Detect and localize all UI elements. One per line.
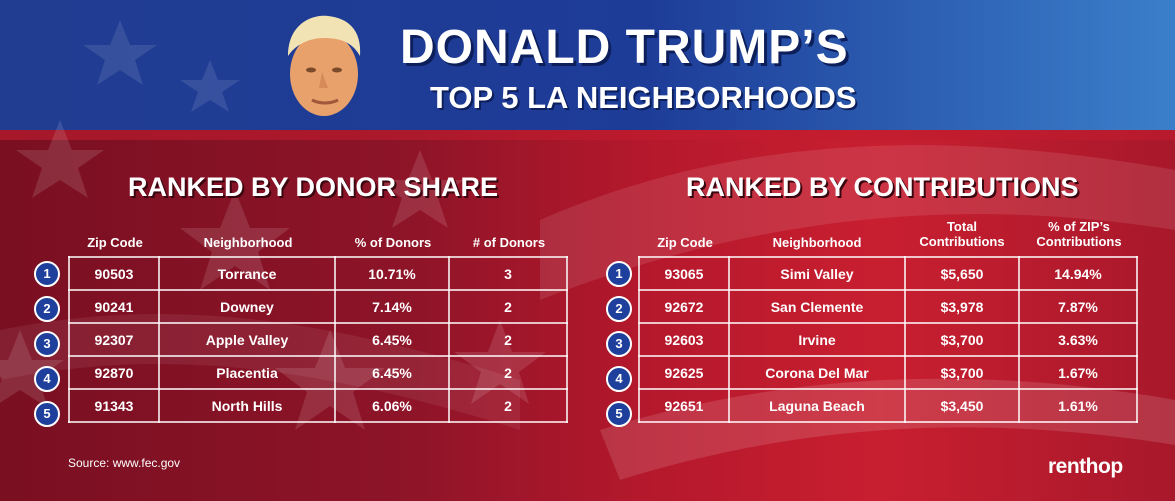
zip-cell: 90241: [68, 289, 160, 324]
num-donors-cell: 2: [448, 289, 568, 324]
page-subtitle: TOP 5 LA NEIGHBORHOODS: [430, 80, 857, 115]
left-col-header-zip: Zip Code: [87, 235, 143, 250]
zip-cell: 92870: [68, 355, 160, 390]
rank-badge: 3: [606, 331, 632, 357]
right-section-title: RANKED BY CONTRIBUTIONS: [686, 172, 1079, 202]
rank-badge: 3: [34, 331, 60, 357]
table-row: 92672 San Clemente $3,978 7.87%: [638, 289, 1138, 324]
pct-donors-cell: 10.71%: [334, 256, 450, 291]
left-section-title: RANKED BY DONOR SHARE: [128, 172, 499, 202]
zip-cell: 92672: [638, 289, 730, 324]
table-row: 92307 Apple Valley 6.45% 2: [68, 322, 568, 357]
contributions-table: 93065 Simi Valley $5,650 14.94% 92672 Sa…: [638, 256, 1138, 423]
num-donors-cell: 3: [448, 256, 568, 291]
zip-cell: 90503: [68, 256, 160, 291]
total-contributions-cell: $3,700: [904, 355, 1020, 390]
neighborhood-cell: Corona Del Mar: [728, 355, 906, 390]
left-col-header-num-donors: # of Donors: [472, 235, 546, 250]
rank-badge: 1: [34, 261, 60, 287]
neighborhood-cell: Placentia: [158, 355, 336, 390]
neighborhood-cell: Downey: [158, 289, 336, 324]
page-title: DONALD TRUMP’S: [400, 21, 849, 74]
left-col-header-neighborhood: Neighborhood: [203, 235, 293, 250]
zip-cell: 92651: [638, 388, 730, 423]
neighborhood-cell: North Hills: [158, 388, 336, 423]
num-donors-cell: 2: [448, 388, 568, 423]
donor-share-table: 90503 Torrance 10.71% 3 90241 Downey 7.1…: [68, 256, 568, 423]
neighborhood-cell: San Clemente: [728, 289, 906, 324]
table-row: 92870 Placentia 6.45% 2: [68, 355, 568, 390]
pct-zip-contributions-cell: 7.87%: [1018, 289, 1138, 324]
neighborhood-cell: Torrance: [158, 256, 336, 291]
rank-badge: 2: [606, 296, 632, 322]
table-row: 92625 Corona Del Mar $3,700 1.67%: [638, 355, 1138, 390]
table-row: 92603 Irvine $3,700 3.63%: [638, 322, 1138, 357]
source-note: Source: www.fec.gov: [68, 456, 181, 470]
rank-badge: 5: [606, 401, 632, 427]
left-col-header-pct-donors: % of Donors: [354, 235, 432, 250]
rank-badge: 4: [606, 366, 632, 392]
pct-zip-contributions-cell: 14.94%: [1018, 256, 1138, 291]
right-col-header-pct-zip-contributions: % of ZIP’s Contributions: [1036, 219, 1122, 249]
neighborhood-cell: Irvine: [728, 322, 906, 357]
zip-cell: 92307: [68, 322, 160, 357]
right-col-header-neighborhood: Neighborhood: [772, 235, 862, 250]
total-contributions-cell: $3,978: [904, 289, 1020, 324]
table-row: 92651 Laguna Beach $3,450 1.61%: [638, 388, 1138, 423]
pct-zip-contributions-cell: 3.63%: [1018, 322, 1138, 357]
pct-donors-cell: 6.06%: [334, 388, 450, 423]
neighborhood-cell: Laguna Beach: [728, 388, 906, 423]
rank-badge: 1: [606, 261, 632, 287]
pct-zip-contributions-cell: 1.67%: [1018, 355, 1138, 390]
neighborhood-cell: Simi Valley: [728, 256, 906, 291]
portrait-image: [288, 15, 361, 116]
zip-cell: 93065: [638, 256, 730, 291]
num-donors-cell: 2: [448, 322, 568, 357]
pct-donors-cell: 6.45%: [334, 355, 450, 390]
table-row: 93065 Simi Valley $5,650 14.94%: [638, 256, 1138, 291]
table-row: 90241 Downey 7.14% 2: [68, 289, 568, 324]
table-row: 90503 Torrance 10.71% 3: [68, 256, 568, 291]
zip-cell: 92625: [638, 355, 730, 390]
total-contributions-cell: $3,700: [904, 322, 1020, 357]
num-donors-cell: 2: [448, 355, 568, 390]
total-contributions-cell: $5,650: [904, 256, 1020, 291]
right-col-header-zip: Zip Code: [657, 235, 713, 250]
pct-donors-cell: 6.45%: [334, 322, 450, 357]
rank-badge: 4: [34, 366, 60, 392]
total-contributions-cell: $3,450: [904, 388, 1020, 423]
zip-cell: 91343: [68, 388, 160, 423]
neighborhood-cell: Apple Valley: [158, 322, 336, 357]
zip-cell: 92603: [638, 322, 730, 357]
rank-badge: 5: [34, 401, 60, 427]
pct-zip-contributions-cell: 1.61%: [1018, 388, 1138, 423]
right-col-header-total-contributions: Total Contributions: [919, 219, 1005, 249]
renthop-logo: renthop: [1048, 455, 1123, 478]
header: DONALD TRUMP’S TOP 5 LA NEIGHBORHOODS: [0, 0, 1175, 130]
rank-badge: 2: [34, 296, 60, 322]
pct-donors-cell: 7.14%: [334, 289, 450, 324]
table-row: 91343 North Hills 6.06% 2: [68, 388, 568, 423]
